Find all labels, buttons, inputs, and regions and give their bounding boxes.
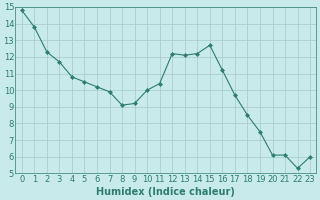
X-axis label: Humidex (Indice chaleur): Humidex (Indice chaleur) bbox=[97, 187, 236, 197]
